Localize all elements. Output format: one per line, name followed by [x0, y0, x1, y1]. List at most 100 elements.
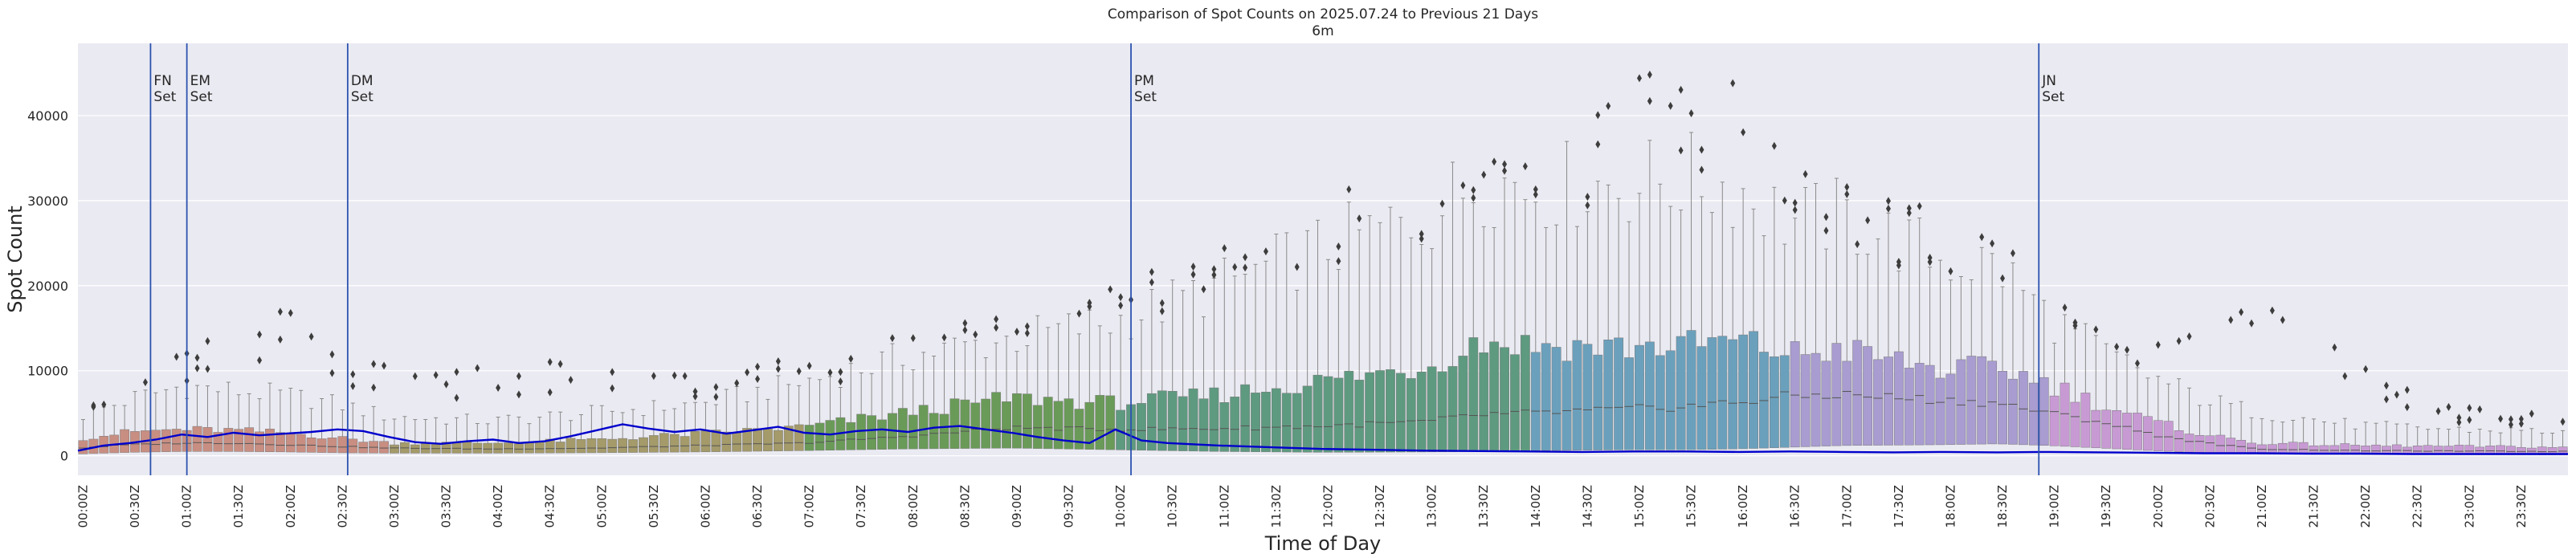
box: [618, 438, 628, 453]
box-plot: [2028, 294, 2039, 446]
outlier-point: [2332, 343, 2337, 352]
outlier-point: [1211, 265, 1217, 274]
box: [1219, 401, 1230, 452]
box-plot: [1012, 328, 1022, 449]
outlier-point: [1885, 204, 1891, 213]
x-tick-label: 22:30Z: [2411, 485, 2425, 528]
box-plot: [1261, 247, 1271, 453]
x-tick-label: 19:00Z: [2047, 485, 2062, 528]
box-plot: [244, 393, 255, 452]
outlier-point: [2342, 372, 2348, 381]
box-plot: [814, 379, 825, 451]
box-plot: [1925, 253, 1935, 446]
x-tick-label: 21:00Z: [2255, 485, 2269, 528]
outlier-point: [838, 377, 843, 386]
outlier-point: [454, 393, 459, 402]
box: [1686, 330, 1696, 450]
box: [1728, 339, 1738, 450]
box: [1935, 377, 1945, 446]
box-plot: [2163, 383, 2174, 452]
box: [1655, 355, 1665, 450]
box-plot: [2267, 306, 2277, 454]
box: [1416, 372, 1427, 453]
outlier-point: [2383, 381, 2389, 390]
x-tick-label: 02:30Z: [335, 485, 349, 528]
outlier-point: [2072, 321, 2078, 330]
box-plot: [2329, 343, 2340, 455]
box: [192, 426, 202, 452]
box-plot: [1437, 199, 1447, 452]
box-plot: [1416, 230, 1427, 453]
outlier-point: [2383, 395, 2389, 404]
box: [2101, 409, 2112, 449]
outlier-point: [1906, 204, 1912, 213]
box: [1811, 352, 1821, 447]
box-plot: [897, 365, 908, 450]
box-plot: [783, 384, 794, 451]
box-plot: [1707, 212, 1717, 450]
x-tick-label: 03:00Z: [387, 485, 402, 528]
box-plot: [150, 392, 161, 453]
box: [1893, 351, 1904, 446]
box-plot: [120, 405, 130, 453]
box-plot: [1292, 263, 1302, 453]
outlier-point: [713, 393, 719, 401]
box-plot: [1904, 204, 1914, 446]
box: [597, 438, 607, 454]
box-plot: [2402, 385, 2412, 455]
x-tick-label: 10:30Z: [1166, 485, 1180, 528]
outlier-point: [1211, 271, 1217, 279]
box: [2174, 430, 2184, 452]
box-plot: [1769, 141, 1779, 448]
outlier-point: [1844, 189, 1850, 198]
box-plot: [1852, 240, 1863, 446]
box-plot: [399, 416, 410, 454]
box-series: [78, 70, 2568, 455]
box-plot: [1375, 222, 1385, 453]
box-plot: [1582, 193, 1593, 450]
box-plot: [1686, 109, 1696, 450]
box-plot: [949, 337, 960, 449]
box: [2080, 393, 2091, 448]
box-plot: [1717, 181, 1728, 450]
box-plot: [1956, 276, 1966, 445]
box-plot: [265, 382, 275, 452]
outlier-point: [2435, 407, 2441, 416]
outlier-point: [1699, 145, 1704, 154]
box: [1500, 347, 1509, 452]
box-plot: [316, 398, 327, 453]
box: [275, 432, 285, 453]
box-plot: [1593, 111, 1603, 450]
outlier-point: [755, 374, 761, 383]
box: [1074, 409, 1084, 450]
x-tick-label: 08:00Z: [906, 485, 921, 528]
box-plot: [2070, 318, 2080, 447]
box-plot: [348, 370, 358, 454]
box-plot: [1323, 259, 1333, 453]
box: [628, 439, 638, 453]
box: [648, 435, 659, 453]
box-plot: [78, 419, 88, 454]
outlier-point: [1595, 140, 1601, 149]
box-plot: [2443, 402, 2454, 455]
outlier-point: [1471, 185, 1476, 194]
box-plot: [1386, 206, 1395, 453]
x-tick-label: 14:30Z: [1580, 485, 1594, 528]
box: [1852, 340, 1863, 446]
box: [1281, 393, 1292, 453]
box: [1884, 356, 1893, 446]
outlier-point: [2010, 249, 2015, 258]
x-tick-label: 09:30Z: [1062, 485, 1076, 528]
box-plot: [2184, 332, 2194, 453]
annotation-sublabel: Set: [190, 89, 213, 105]
box: [1863, 346, 1873, 446]
x-tick-label: 16:30Z: [1788, 485, 1802, 528]
box-plot: [369, 360, 379, 454]
box: [1541, 343, 1551, 451]
box: [493, 442, 504, 454]
box: [1012, 393, 1022, 449]
box: [1644, 341, 1655, 450]
box-plot: [2142, 377, 2153, 451]
box: [1707, 337, 1717, 450]
